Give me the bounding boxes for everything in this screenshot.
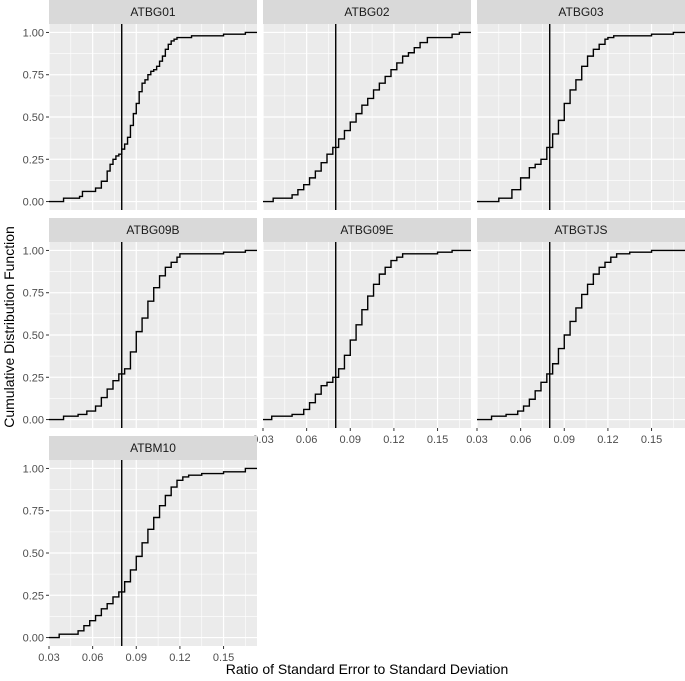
y-tick-label: 0.75 (23, 506, 44, 518)
ecdf-step-line (263, 249, 471, 421)
ecdf-step-line (49, 249, 257, 421)
ecdf-step-line (263, 31, 471, 203)
y-tick-label: 1.00 (23, 245, 44, 257)
y-tick-label: 1.00 (23, 27, 44, 39)
y-tick-label: 1.00 (23, 463, 44, 475)
facet-strip (263, 0, 471, 24)
facet-title: ATBG09E (340, 223, 393, 237)
y-tick-label: 0.50 (23, 548, 44, 560)
ecdf-step-line (477, 249, 685, 421)
ecdf-step-line (49, 467, 257, 639)
x-tick-label: 0.03 (38, 652, 59, 664)
x-tick-label: 0.12 (383, 434, 404, 446)
y-tick-label: 0.75 (23, 288, 44, 300)
y-tick-label: 0.25 (23, 154, 44, 166)
x-tick-label: 0.09 (554, 434, 575, 446)
facet-title: ATBG01 (130, 5, 175, 19)
facet-title: ATBM10 (130, 441, 176, 455)
y-tick-label: 0.00 (23, 415, 44, 427)
x-tick-label: 0.06 (82, 652, 103, 664)
y-tick-label: 0.50 (23, 330, 44, 342)
y-tick-label: 0.25 (23, 372, 44, 384)
ecdf-step-line (477, 31, 685, 203)
x-tick-label: 0.12 (597, 434, 618, 446)
y-tick-label: 0.50 (23, 112, 44, 124)
facet-strip (49, 0, 257, 24)
x-tick-label: 0.09 (340, 434, 361, 446)
y-tick-label: 0.00 (23, 197, 44, 209)
x-tick-label: 0.15 (427, 434, 448, 446)
y-tick-label: 0.75 (23, 70, 44, 82)
ecdf-step-line (49, 31, 257, 203)
x-tick-label: 0.06 (510, 434, 531, 446)
x-tick-label: 0.09 (126, 652, 147, 664)
facet-title: ATBG03 (558, 5, 603, 19)
facet-title: ATBG09B (126, 223, 179, 237)
y-axis-title: Cumulative Distribution Function (1, 226, 17, 428)
x-tick-label: 0.03 (252, 434, 273, 446)
facet-title: ATBGTJS (554, 223, 607, 237)
x-tick-label: 0.15 (213, 652, 234, 664)
x-tick-label: 0.15 (641, 434, 662, 446)
facet-strip (49, 436, 257, 460)
x-tick-label: 0.06 (296, 434, 317, 446)
facet-strip (49, 218, 257, 242)
y-tick-label: 0.00 (23, 633, 44, 645)
facet-strip (477, 0, 685, 24)
facet-strip (477, 218, 685, 242)
facet-strip (263, 218, 471, 242)
x-tick-label: 0.12 (169, 652, 190, 664)
y-tick-label: 0.25 (23, 590, 44, 602)
facet-title: ATBG02 (344, 5, 389, 19)
x-tick-label: 0.03 (466, 434, 487, 446)
x-axis-title: Ratio of Standard Error to Standard Devi… (226, 661, 509, 677)
